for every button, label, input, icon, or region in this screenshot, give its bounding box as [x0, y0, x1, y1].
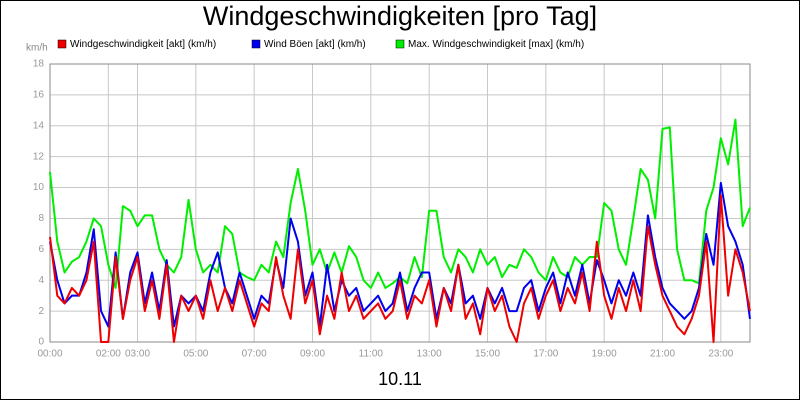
- x-tick-label: 03:00: [125, 349, 150, 360]
- legend-label: Windgeschwindigkeit [akt] (km/h): [70, 39, 216, 50]
- legend-label: Max. Windgeschwindigkeit [max] (km/h): [408, 39, 584, 50]
- x-tick-label: 00:00: [37, 349, 62, 360]
- y-tick-label: 6: [38, 244, 44, 255]
- x-axis-label: 10.11: [378, 369, 422, 389]
- y-tick-label: 10: [33, 182, 45, 193]
- series-line: [49, 194, 751, 343]
- x-tick-label: 15:00: [475, 349, 500, 360]
- x-tick-label: 09:00: [300, 349, 325, 360]
- y-tick-label: 18: [33, 59, 45, 70]
- x-tick-label: 19:00: [592, 349, 617, 360]
- legend-swatch: [57, 39, 67, 49]
- x-tick-label: 13:00: [417, 349, 442, 360]
- x-tick-label: 11:00: [359, 349, 384, 360]
- x-tick-label: 02:00: [96, 349, 121, 360]
- plot-border: [49, 63, 751, 343]
- y-tick-label: 14: [33, 120, 45, 131]
- series-line: [49, 181, 751, 328]
- legend-swatch: [251, 39, 261, 49]
- y-tick-label: 0: [38, 337, 44, 348]
- plot-area: [50, 64, 750, 342]
- x-tick-label: 05:00: [183, 349, 208, 360]
- chart-title: Windgeschwindigkeiten [pro Tag]: [203, 1, 597, 31]
- x-tick-label: 23:00: [708, 349, 733, 360]
- y-tick-label: 4: [38, 275, 44, 286]
- y-tick-label: 16: [33, 90, 45, 101]
- y-tick-label: 2: [38, 306, 44, 317]
- y-tick-label: 12: [33, 151, 45, 162]
- legend-swatch: [395, 39, 405, 49]
- legend-label: Wind Böen [akt] (km/h): [264, 39, 366, 50]
- y-axis-label: km/h: [26, 43, 48, 54]
- x-tick-label: 07:00: [242, 349, 267, 360]
- y-tick-label: 8: [38, 213, 44, 224]
- x-tick-label: 17:00: [533, 349, 558, 360]
- x-tick-label: 21:00: [650, 349, 675, 360]
